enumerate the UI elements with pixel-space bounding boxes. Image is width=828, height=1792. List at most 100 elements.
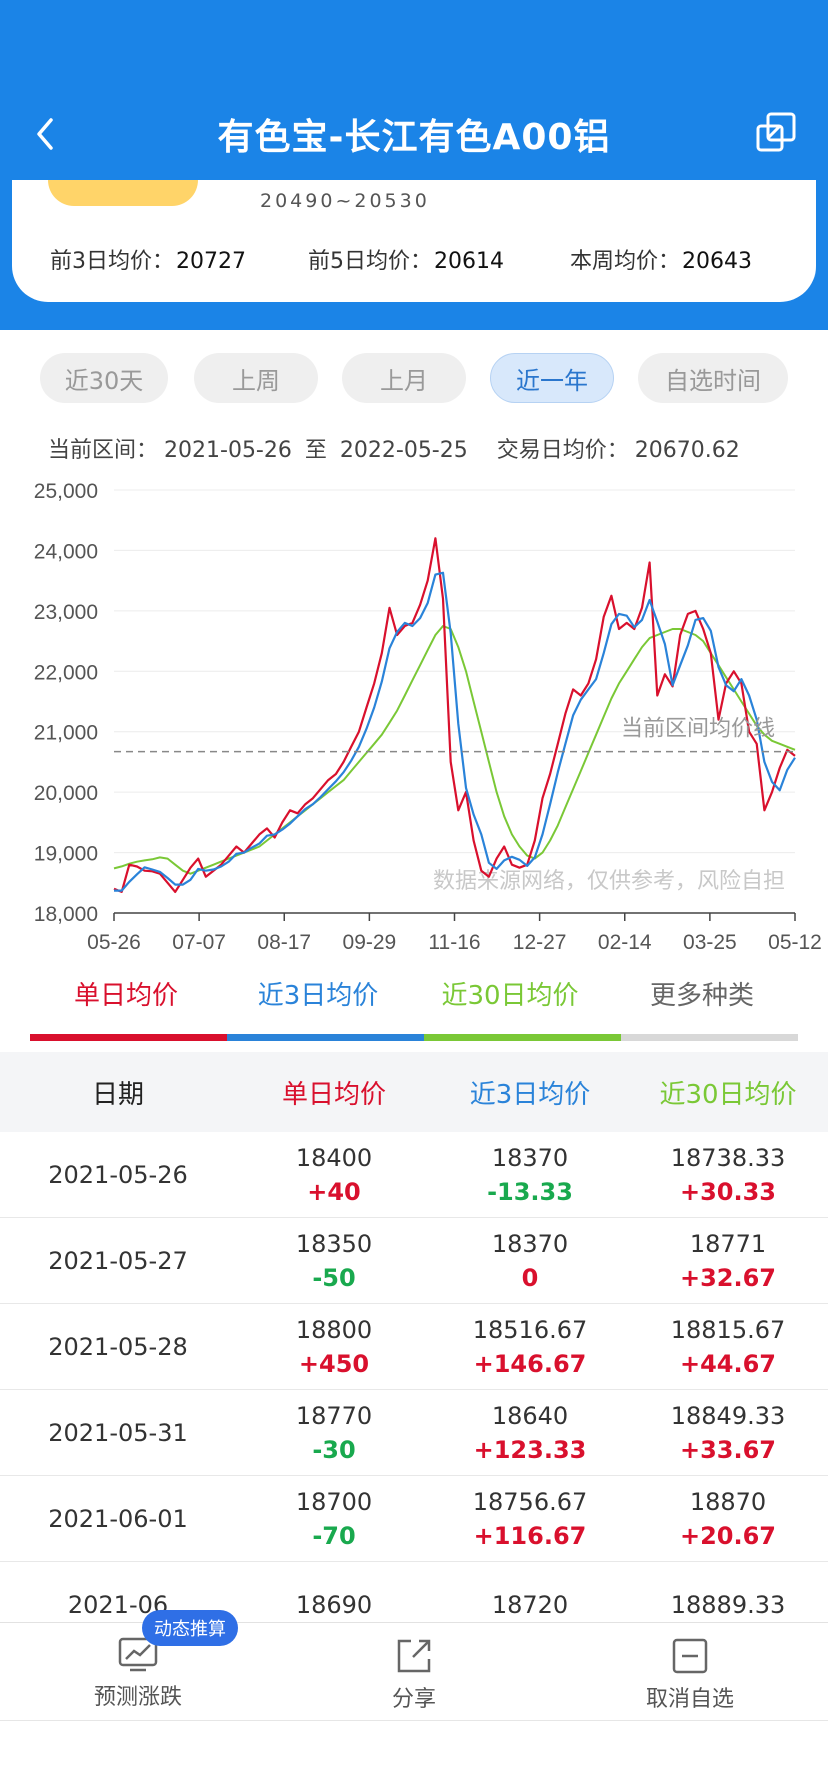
cell-daily: 18350 -50 (236, 1218, 432, 1304)
table-row[interactable]: 2021-05-28 18800 +450 18516.67 +146.67 18815.… (0, 1304, 828, 1390)
cell-date: 2021-05-26 (0, 1132, 236, 1218)
cell-avg3: 18640 +123.33 (432, 1390, 628, 1476)
avg5-value: 20614 (434, 249, 504, 274)
cell-avg3: 18756.67 +116.67 (432, 1476, 628, 1562)
daily-change: +450 (298, 1350, 370, 1378)
x-tick-label: 02-14 (598, 931, 652, 954)
cell-daily: 18770 -30 (236, 1390, 432, 1476)
avg3-value: 20727 (176, 249, 246, 274)
cell-daily: 18700 -70 (236, 1476, 432, 1562)
avg30-value: 18771 (689, 1230, 767, 1258)
series-line-avg30 (113, 625, 796, 875)
cell-date: 2021-05-28 (0, 1304, 236, 1390)
date-text: 2021-05-28 (48, 1333, 188, 1361)
avg3-value: 18516.67 (472, 1316, 588, 1344)
avg3-value: 18370 (491, 1230, 569, 1258)
dynamic-badge: 动态推算 (142, 1610, 238, 1646)
daily-change: -30 (312, 1436, 356, 1464)
legend-row: 单日均价 近3日均价 近30日均价 更多种类 (30, 975, 798, 1035)
table-header: 日期 单日均价 近3日均价 近30日均价 (0, 1052, 828, 1132)
unfollow-label: 取消自选 (645, 1687, 734, 1712)
date-text: 2021-05-31 (48, 1419, 188, 1447)
table-row[interactable]: 2021-06 18690 18720 18889.33 (0, 1562, 828, 1648)
y-tick-label: 25,000 (34, 480, 98, 503)
share-button[interactable]: 分享 (314, 1637, 514, 1713)
x-tick-label: 11-16 (428, 931, 480, 954)
x-tick-label: 03-25 (683, 931, 737, 954)
interval-row: 当前区间： 2021-05-26 至 2022-05-25 交易日均价： 20670… (48, 432, 746, 464)
avg30-value: 18870 (689, 1488, 767, 1516)
avg3-value: 18640 (491, 1402, 569, 1430)
trading-avg-label: 交易日均价： (496, 438, 629, 463)
week-avg-label: 本周均价： (570, 249, 681, 274)
avg30-change: +44.67 (679, 1350, 777, 1378)
predict-button[interactable]: 预测涨跌 (38, 1637, 238, 1711)
x-tick-label: 08-17 (257, 931, 311, 954)
cell-avg30: 18815.67 +44.67 (628, 1304, 828, 1390)
interval-end: 2022-05-25 (339, 438, 468, 463)
cell-daily: 18690 (236, 1562, 432, 1648)
avg30-value: 18738.33 (670, 1144, 786, 1172)
avg3-change: 0 (521, 1264, 539, 1292)
tab-custom-range[interactable]: 自选时间 (638, 353, 788, 403)
avg3-value: 18756.67 (472, 1488, 588, 1516)
x-tick-label: 05-26 (87, 931, 141, 954)
tab-30-days[interactable]: 近30天 (40, 353, 168, 403)
unfollow-button[interactable]: 取消自选 (590, 1637, 790, 1713)
cell-avg30: 18738.33 +30.33 (628, 1132, 828, 1218)
avg5-item: 前5日均价：20614 (308, 243, 504, 275)
avg5-label: 前5日均价： (308, 249, 432, 274)
y-tick-label: 19,000 (34, 843, 98, 866)
tab-last-month[interactable]: 上月 (342, 353, 466, 403)
table-row[interactable]: 2021-06-01 18700 -70 18756.67 +116.67 18870 +2… (0, 1476, 828, 1562)
table-row[interactable]: 2021-05-27 18350 -50 18370 0 18771 +32.67 (0, 1218, 828, 1304)
y-tick-label: 24,000 (34, 540, 98, 563)
legend-avg3[interactable]: 近3日均价 (257, 981, 379, 1011)
daily-change: +40 (307, 1178, 361, 1206)
page-title: 有色宝-长江有色A00铝 (217, 117, 611, 158)
interval-label: 当前区间： (48, 438, 159, 463)
cell-avg30: 18889.33 (628, 1562, 828, 1648)
week-avg-value: 20643 (682, 249, 753, 274)
price-chart[interactable]: 25,000 24,000 23,000 22,000 21,000 20,000 19,0… (0, 470, 828, 960)
date-text: 2021-05-27 (48, 1247, 188, 1275)
daily-value: 18350 (295, 1230, 373, 1258)
series-line-avg3 (114, 571, 796, 892)
minus-box-icon (672, 1638, 708, 1674)
price-range: 20490~20530 (260, 190, 430, 212)
tab-last-year[interactable]: 近一年 (490, 353, 614, 403)
copy-icon (756, 112, 796, 152)
series-line-daily (113, 537, 796, 893)
avg30-change: +30.33 (679, 1178, 777, 1206)
daily-value: 18770 (295, 1402, 373, 1430)
legend-avg30[interactable]: 近30日均价 (441, 981, 579, 1011)
bottom-bar: 预测涨跌 分享 取消自选 (0, 1622, 828, 1722)
daily-change: -50 (312, 1264, 356, 1292)
cell-avg3: 18370 0 (432, 1218, 628, 1304)
avg30-change: +32.67 (679, 1264, 777, 1292)
cell-daily: 18800 +450 (236, 1304, 432, 1390)
avg3-change: +116.67 (473, 1522, 587, 1550)
table-row[interactable]: 2021-05-31 18770 -30 18640 +123.33 18849.33 +3… (0, 1390, 828, 1476)
week-avg-item: 本周均价：20643 (570, 243, 752, 275)
legend-more[interactable]: 更多种类 (649, 981, 754, 1011)
x-tick-label: 07-07 (172, 931, 226, 954)
avg30-value: 18815.67 (670, 1316, 786, 1344)
chart-watermark: 数据来源网络，仅供参考，风险自担 (433, 869, 785, 894)
legend-daily[interactable]: 单日均价 (73, 981, 178, 1011)
back-button[interactable] (22, 110, 70, 158)
copy-button[interactable] (754, 110, 804, 160)
avg3-item: 前3日均价：20727 (50, 243, 246, 275)
avg30-change: +20.67 (679, 1522, 777, 1550)
bottom-separator (0, 1720, 828, 1721)
tab-last-week[interactable]: 上周 (194, 353, 318, 403)
chevron-left-icon (37, 118, 53, 150)
table-row[interactable]: 2021-05-26 18400 +40 18370 -13.33 18738.33 +30… (0, 1132, 828, 1218)
cell-avg30: 18849.33 +33.67 (628, 1390, 828, 1476)
interval-start: 2021-05-26 (164, 438, 292, 463)
cell-avg3: 18516.67 +146.67 (432, 1304, 628, 1390)
cell-avg30: 18870 +20.67 (628, 1476, 828, 1562)
cell-avg3: 18720 (432, 1562, 628, 1648)
y-tick-label: 22,000 (34, 661, 98, 684)
daily-value: 18400 (295, 1144, 373, 1172)
